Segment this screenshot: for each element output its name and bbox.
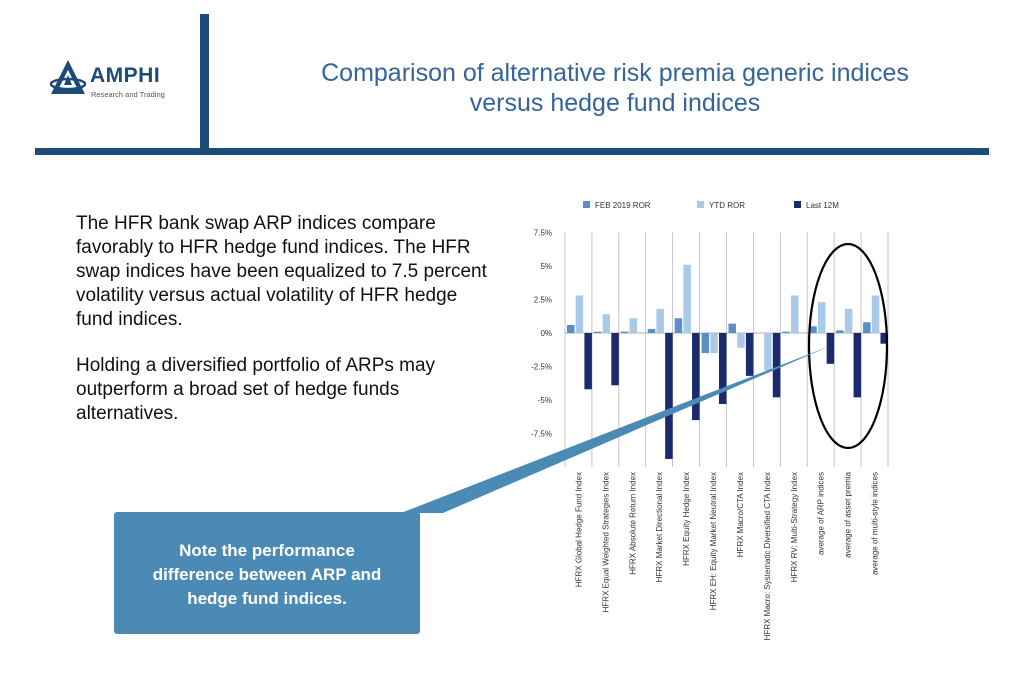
callout-line-3: hedge fund indices. xyxy=(187,589,347,608)
chart-legend: FEB 2019 ROR YTD ROR Last 12M xyxy=(583,201,839,210)
y-tick-label: 2.5% xyxy=(534,296,552,305)
body-paragraph-1: The HFR bank swap ARP indices compare fa… xyxy=(76,213,487,330)
x-tick-label: average of ARP indices xyxy=(817,472,826,555)
logo-tagline: Research and Trading xyxy=(91,90,165,99)
bar-last-12m xyxy=(718,333,727,405)
page-title-line-1: Comparison of alternative risk premia ge… xyxy=(321,59,909,87)
header-vertical-rule xyxy=(200,14,209,154)
bar-last-12m xyxy=(745,333,754,376)
logo-name: AMPHI xyxy=(90,64,161,87)
bar-ytd-ror xyxy=(844,308,853,333)
bar-feb-2019-ror xyxy=(701,333,710,354)
bar-last-12m xyxy=(826,333,835,364)
x-tick-label: HFRX RV: Multi-Strategy Index xyxy=(790,472,799,582)
x-tick-label: HFRX Market Directional Index xyxy=(655,472,664,582)
bar-ytd-ror xyxy=(710,333,718,354)
y-axis-ticks: 7.5% 5% 2.5% 0% -2.5% -5% -7.5% xyxy=(531,229,552,439)
bar-ytd-ror xyxy=(764,333,772,371)
bar-last-12m xyxy=(880,333,888,344)
bar-feb-2019-ror xyxy=(674,318,683,333)
body-paragraph-2: Holding a diversified portfolio of ARPs … xyxy=(76,355,436,424)
callout-box: Note the performance difference between … xyxy=(114,512,420,634)
bar-ytd-ror xyxy=(791,295,799,333)
bar-feb-2019-ror xyxy=(620,331,629,333)
bar-last-12m xyxy=(584,333,592,390)
x-tick-label: HFRX Macro/CTA Index xyxy=(736,472,745,557)
bar-feb-2019-ror xyxy=(809,326,817,333)
legend-swatch xyxy=(794,201,801,208)
y-tick-label: -5% xyxy=(538,396,552,405)
legend-label: YTD ROR xyxy=(709,201,745,210)
bar-feb-2019-ror xyxy=(728,323,736,333)
bar-last-12m xyxy=(772,333,781,398)
legend-label: Last 12M xyxy=(806,201,839,210)
y-tick-label: -2.5% xyxy=(531,363,552,372)
bar-feb-2019-ror xyxy=(567,324,575,333)
y-tick-label: 5% xyxy=(540,262,552,271)
callout-line-1: Note the performance xyxy=(179,541,355,560)
page-title: Comparison of alternative risk premia ge… xyxy=(225,58,1005,118)
x-axis-labels: HFRX Global Hedge Fund Index HFRX Equal W… xyxy=(574,471,879,640)
body-text: The HFR bank swap ARP indices compare fa… xyxy=(76,212,496,448)
legend-swatch xyxy=(697,201,704,208)
page-title-line-2: versus hedge fund indices xyxy=(469,89,761,117)
bar-feb-2019-ror xyxy=(782,331,790,333)
bar-ytd-ror xyxy=(629,318,638,333)
highlight-ellipse xyxy=(807,242,889,450)
bar-feb-2019-ror xyxy=(863,322,871,333)
y-tick-label: 7.5% xyxy=(534,229,552,238)
bar-feb-2019-ror xyxy=(647,328,656,333)
x-tick-label: average of asset premia xyxy=(844,471,853,557)
bar-ytd-ror xyxy=(602,314,611,333)
bar-last-12m xyxy=(665,333,673,459)
x-tick-label: HFRX Equity Hedge Index xyxy=(682,472,691,566)
bar-ytd-ror xyxy=(737,333,745,348)
bar-ytd-ror xyxy=(575,295,584,333)
bar-feb-2019-ror xyxy=(836,330,844,333)
amphi-logo-icon xyxy=(49,60,87,94)
legend-swatch xyxy=(583,201,590,208)
x-tick-label: HFRX Equal Weighted Strategies Index xyxy=(601,472,610,612)
x-tick-label: HFRX EH: Equity Market Neutral Index xyxy=(709,472,718,610)
y-tick-label: -7.5% xyxy=(531,430,552,439)
legend-label: FEB 2019 ROR xyxy=(595,201,651,210)
x-tick-label: HFRX Absolute Return Index xyxy=(628,472,637,575)
bar-last-12m xyxy=(853,333,862,398)
bar-ytd-ror xyxy=(656,308,664,333)
y-tick-label: 0% xyxy=(540,329,552,338)
callout-pointer xyxy=(401,346,830,513)
x-tick-label: HFRX Macro: Systematic Diversified CTA I… xyxy=(763,472,772,640)
bar-feb-2019-ror xyxy=(593,331,602,333)
bar-last-12m xyxy=(611,333,619,386)
bar-ytd-ror xyxy=(683,264,691,333)
bar-ytd-ror xyxy=(817,302,826,333)
x-tick-label: HFRX Global Hedge Fund Index xyxy=(574,472,583,587)
amphi-logo: AMPHI Research and Trading xyxy=(48,58,198,108)
bar-ytd-ror xyxy=(871,295,880,333)
chart-bars xyxy=(567,264,888,459)
header-horizontal-rule xyxy=(35,148,989,155)
callout-line-2: difference between ARP and xyxy=(152,565,382,584)
bar-last-12m xyxy=(692,333,700,421)
x-tick-label: average of multi-style indices xyxy=(871,472,880,575)
